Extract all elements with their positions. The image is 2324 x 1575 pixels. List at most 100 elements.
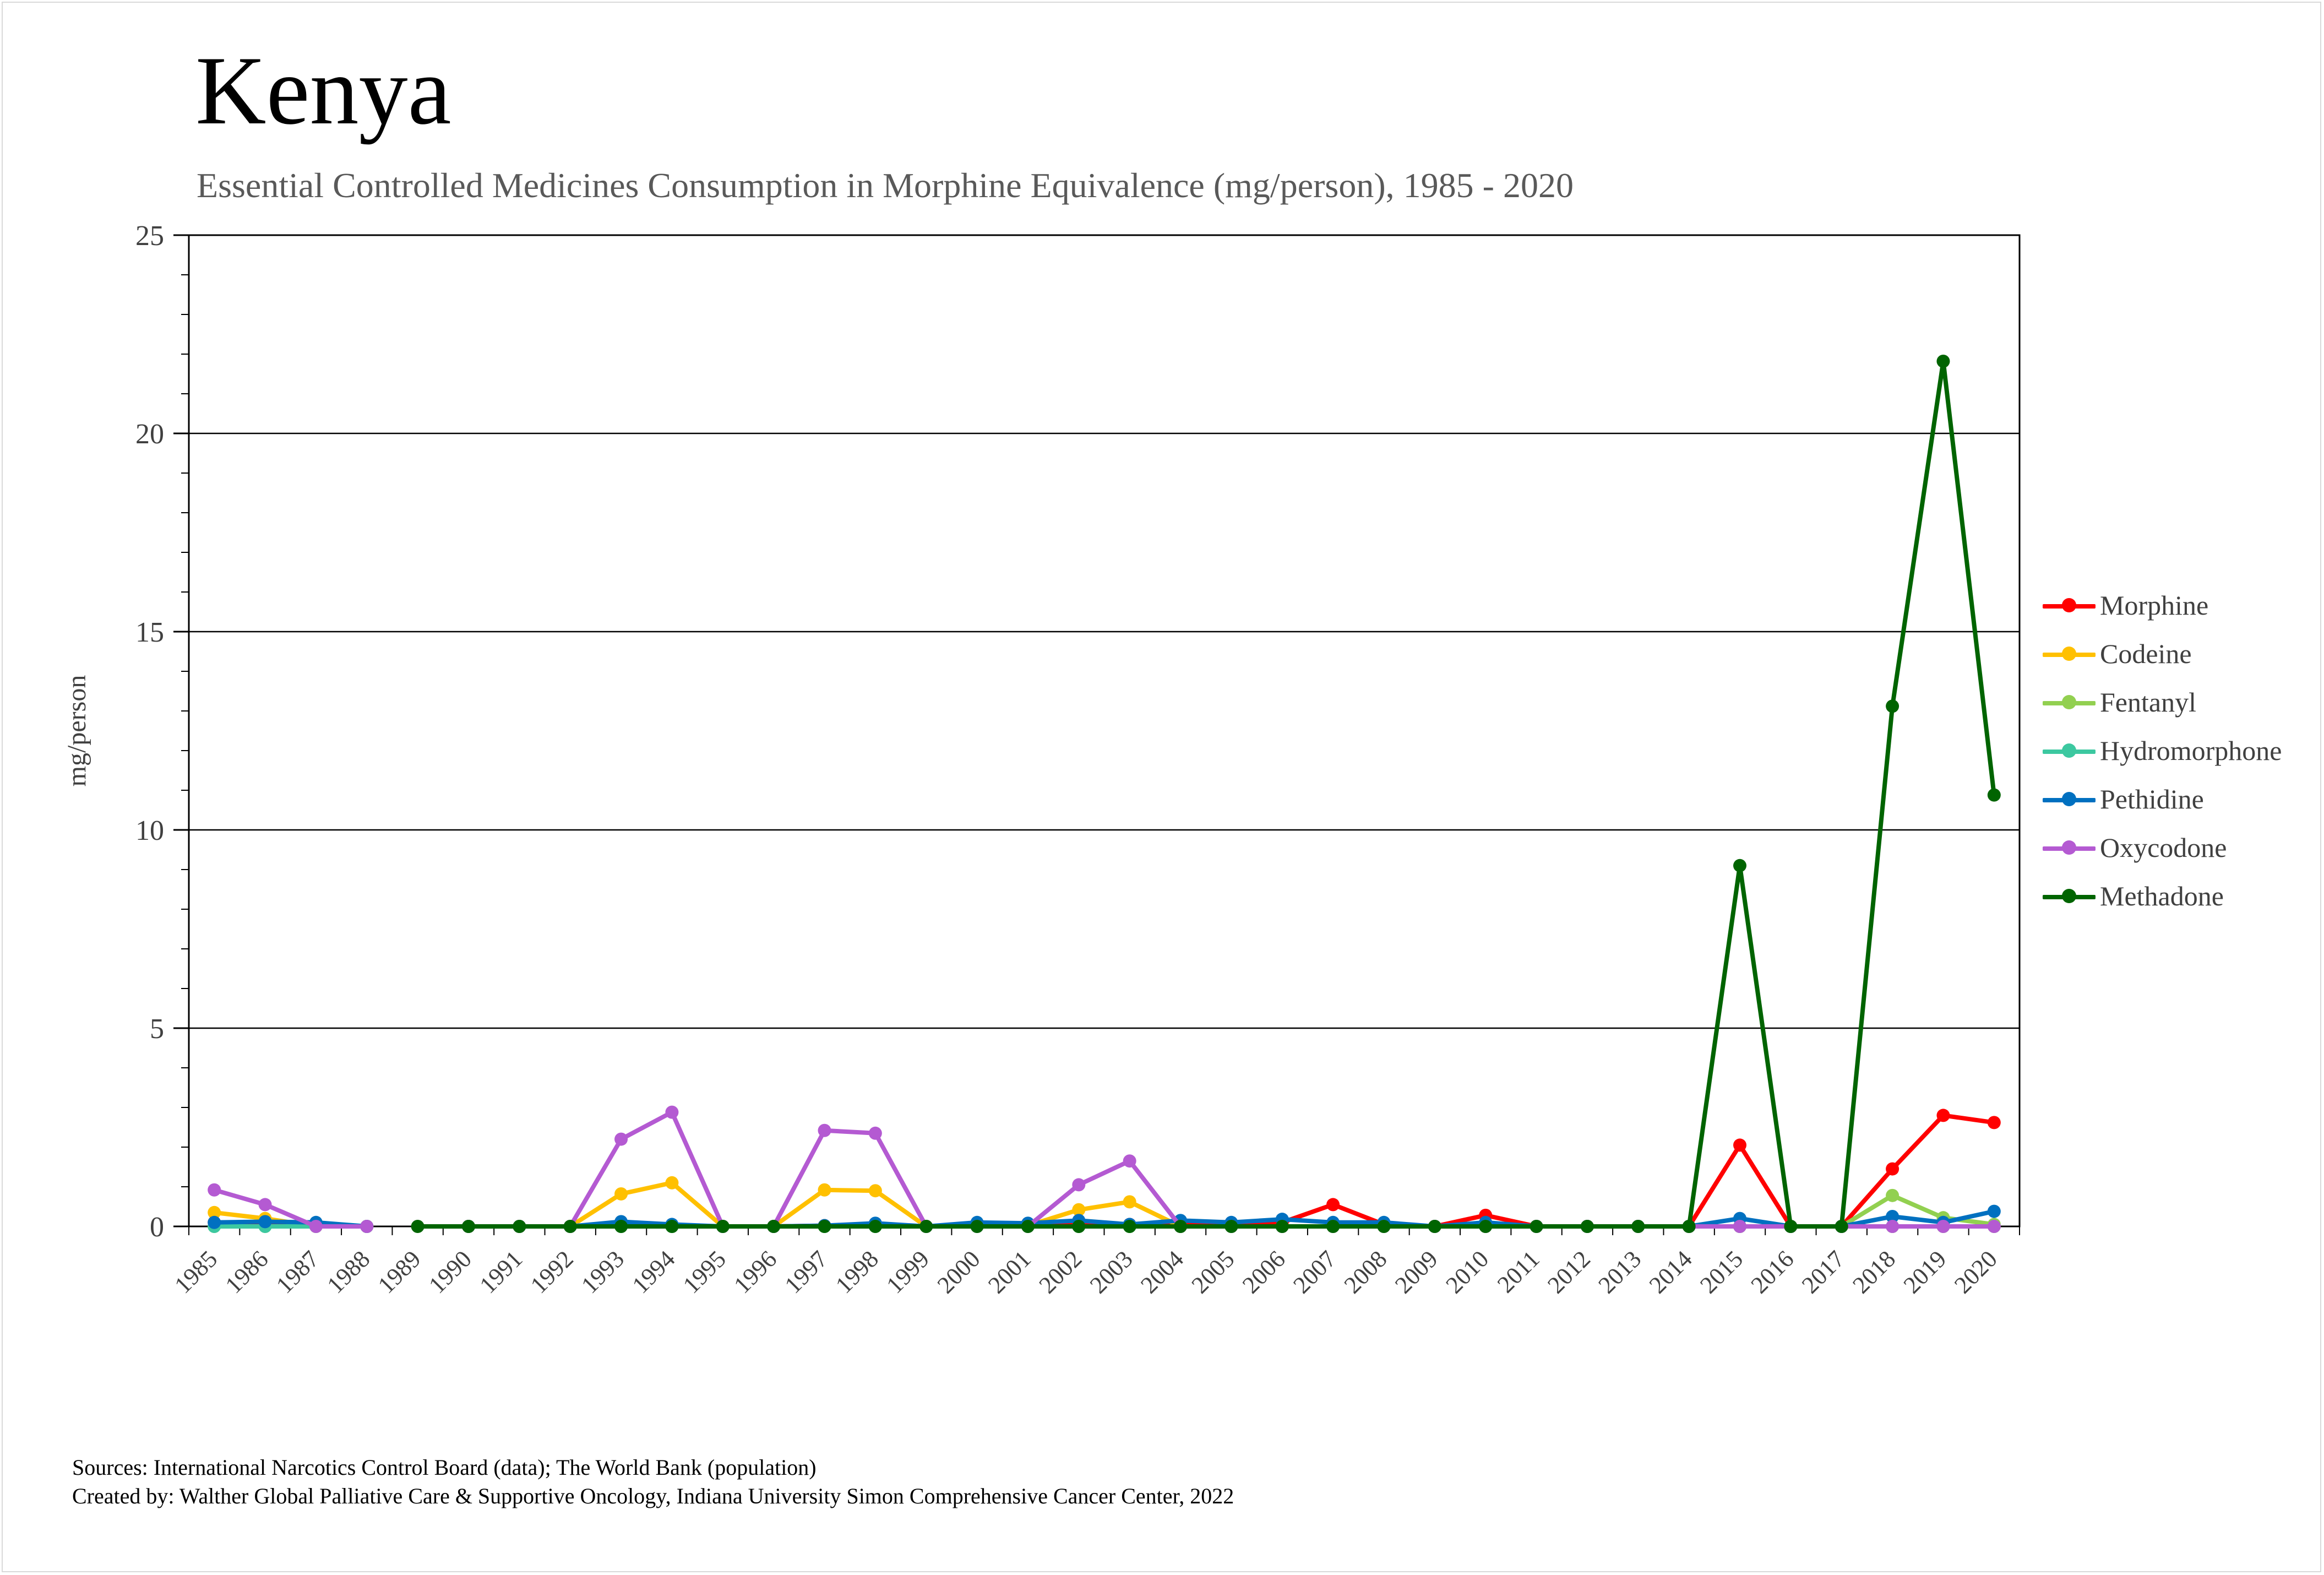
data-point: [1580, 1220, 1594, 1233]
y-tick-label: 20: [135, 419, 164, 450]
data-point: [1987, 1204, 2001, 1218]
x-tick-label: 1998: [830, 1245, 884, 1299]
data-point: [309, 1220, 323, 1233]
legend-label: Oxycodone: [2100, 832, 2227, 863]
data-point: [1987, 788, 2001, 802]
data-point: [1072, 1203, 1086, 1216]
x-tick-label: 1999: [881, 1245, 934, 1299]
legend-swatch: [2043, 695, 2096, 709]
x-tick-label: 2015: [1695, 1245, 1748, 1299]
x-tick-label: 2014: [1644, 1245, 1697, 1299]
data-point: [1021, 1220, 1035, 1233]
data-point: [1987, 1220, 2001, 1233]
legend-swatch: [2043, 840, 2096, 855]
data-point: [1733, 1220, 1747, 1233]
x-tick-label: 2000: [932, 1245, 986, 1299]
legend-item-morphine: Morphine: [2043, 581, 2282, 629]
legend: Morphine Codeine Fentanyl Hydromorphone Peth…: [2043, 581, 2282, 920]
x-tick-label: 1995: [678, 1245, 731, 1299]
series-layer: [208, 354, 2001, 1233]
data-point: [665, 1176, 679, 1190]
x-tick-label: 2019: [1898, 1245, 1952, 1299]
data-point: [1936, 1109, 1950, 1122]
data-point: [614, 1132, 628, 1146]
data-point: [970, 1220, 984, 1233]
x-tick-label: 1986: [220, 1245, 274, 1299]
data-point: [360, 1220, 374, 1233]
plot-area: [188, 234, 2021, 1228]
data-point: [1835, 1220, 1848, 1233]
x-tick-label: 2003: [1085, 1245, 1138, 1299]
data-point: [1123, 1154, 1136, 1168]
x-tick-label: 1992: [525, 1245, 579, 1299]
data-point: [665, 1220, 679, 1233]
data-point: [818, 1220, 831, 1233]
legend-swatch: [2043, 598, 2096, 612]
x-tick-label: 2011: [1492, 1245, 1545, 1298]
legend-swatch: [2043, 743, 2096, 758]
page-subtitle: Essential Controlled Medicines Consumpti…: [197, 166, 1574, 205]
data-point: [1224, 1220, 1238, 1233]
data-point: [513, 1220, 526, 1233]
data-point: [1733, 1138, 1747, 1152]
data-point: [1123, 1195, 1136, 1209]
gridlines: [189, 432, 2020, 1029]
y-axis-ticks: 0 5 10 15 20 25: [135, 220, 189, 1243]
y-tick-label: 5: [150, 1013, 164, 1045]
legend-label: Hydromorphone: [2100, 735, 2282, 766]
x-tick-label: 2007: [1288, 1245, 1341, 1299]
data-point: [614, 1220, 628, 1233]
x-tick-label: 2002: [1034, 1245, 1087, 1299]
legend-item-fentanyl: Fentanyl: [2043, 678, 2282, 726]
data-point: [411, 1220, 424, 1233]
data-point: [1631, 1220, 1645, 1233]
x-tick-label: 2001: [983, 1245, 1036, 1299]
legend-item-codeine: Codeine: [2043, 629, 2282, 678]
legend-item-methadone: Methadone: [2043, 872, 2282, 920]
data-point: [614, 1187, 628, 1201]
x-tick-label: 2013: [1593, 1245, 1646, 1299]
x-tick-label: 2012: [1542, 1245, 1596, 1299]
x-tick-label: 1996: [728, 1245, 782, 1299]
data-point: [461, 1220, 475, 1233]
data-point: [665, 1105, 679, 1119]
data-point: [1326, 1198, 1340, 1212]
data-point: [1326, 1220, 1340, 1233]
data-point: [868, 1184, 882, 1198]
x-tick-label: 2008: [1339, 1245, 1392, 1299]
x-axis-ticks: 1985198619871988198919901991199219931994…: [169, 1226, 2020, 1299]
y-axis-title: mg/person: [62, 675, 91, 787]
data-point: [1072, 1220, 1086, 1233]
series-line: [415, 359, 1996, 1229]
data-point: [1275, 1220, 1289, 1233]
data-point: [258, 1198, 272, 1212]
x-tick-label: 1991: [475, 1245, 528, 1299]
data-point: [818, 1183, 831, 1197]
data-point: [1784, 1220, 1798, 1233]
x-tick-label: 1993: [576, 1245, 629, 1299]
data-point: [1886, 1188, 1900, 1202]
legend-item-oxycodone: Oxycodone: [2043, 823, 2282, 872]
legend-item-pethidine: Pethidine: [2043, 775, 2282, 823]
data-point: [258, 1215, 272, 1229]
x-tick-label: 2004: [1135, 1245, 1189, 1299]
data-point: [1530, 1220, 1543, 1233]
data-point: [919, 1220, 933, 1233]
data-point: [1428, 1220, 1441, 1233]
y-tick-label: 25: [135, 220, 164, 252]
y-tick-label: 15: [135, 617, 164, 648]
legend-label: Methadone: [2100, 881, 2224, 911]
page-title: Kenya: [195, 36, 451, 145]
series-methadone: [411, 354, 2001, 1233]
data-point: [1987, 1116, 2001, 1129]
legend-label: Pethidine: [2100, 784, 2204, 814]
legend-label: Codeine: [2100, 638, 2192, 669]
data-point: [208, 1183, 221, 1197]
data-point: [868, 1220, 882, 1233]
x-tick-label: 1985: [169, 1245, 222, 1299]
sources-note: Sources: International Narcotics Control…: [72, 1453, 1234, 1511]
x-tick-label: 1997: [780, 1245, 833, 1299]
data-point: [208, 1215, 221, 1229]
data-point: [868, 1126, 882, 1140]
